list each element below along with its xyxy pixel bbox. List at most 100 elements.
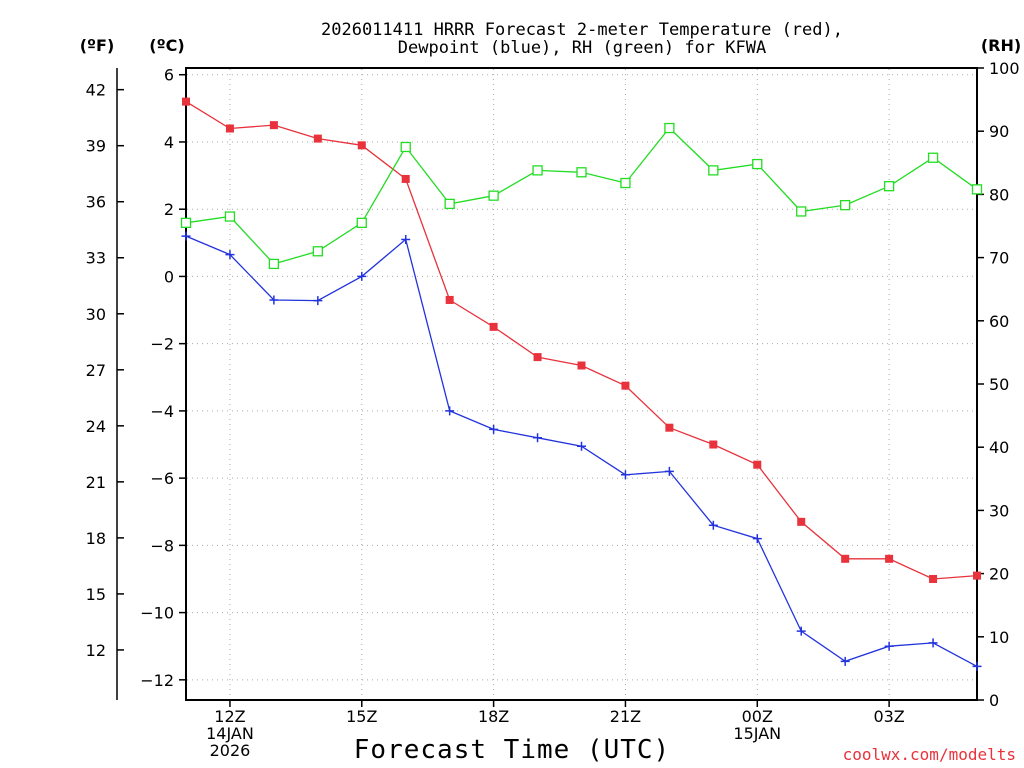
dewpoint-point bbox=[225, 250, 235, 260]
temperature-point bbox=[182, 97, 190, 106]
temperature-point bbox=[973, 571, 981, 580]
dewpoint-point bbox=[664, 466, 674, 476]
celsius-tick-label: −6 bbox=[150, 469, 174, 488]
temperature-point bbox=[709, 440, 718, 449]
fahrenheit-tick-label: 30 bbox=[86, 305, 106, 324]
rh-point bbox=[356, 217, 367, 228]
fahrenheit-unit-label: (ºF) bbox=[80, 36, 115, 55]
rh-tick-label: 100 bbox=[989, 59, 1020, 78]
fahrenheit-tick-label: 33 bbox=[86, 249, 106, 268]
celsius-axis: 6 4 2 0 −2 −4 −6 −8 −10 −12 bbox=[140, 66, 186, 690]
dewpoint-point bbox=[928, 638, 938, 648]
temperature-point bbox=[841, 554, 850, 563]
temperature-point bbox=[577, 361, 586, 370]
time-tick-label: 14JAN bbox=[206, 724, 254, 743]
credit-text: coolwx.com/modelts bbox=[843, 745, 1016, 764]
temperature-point bbox=[357, 141, 366, 150]
celsius-tick-label: −2 bbox=[150, 335, 174, 354]
dewpoint-point bbox=[401, 234, 411, 244]
rh-tick-label: 20 bbox=[989, 565, 1009, 584]
celsius-tick-label: −12 bbox=[140, 671, 174, 690]
dewpoint-point bbox=[445, 406, 455, 416]
rh-tick-label: 10 bbox=[989, 628, 1009, 647]
plot-frame bbox=[185, 67, 978, 701]
celsius-tick-label: 4 bbox=[164, 133, 174, 152]
rh-tick-label: 60 bbox=[989, 312, 1009, 331]
rh-tick-label: 40 bbox=[989, 438, 1009, 457]
time-tick-label: 18Z bbox=[478, 707, 509, 726]
dewpoint-point bbox=[269, 295, 279, 305]
temperature-point bbox=[269, 121, 278, 130]
temperature-point bbox=[797, 517, 806, 526]
rh-point bbox=[400, 141, 411, 153]
time-tick-label: 12Z bbox=[214, 707, 245, 726]
time-tick-label: 15Z bbox=[346, 707, 377, 726]
rh-tick-label: 0 bbox=[989, 691, 999, 710]
dewpoint-point bbox=[620, 470, 630, 480]
grid-lines bbox=[187, 69, 976, 699]
temperature-point bbox=[621, 381, 630, 390]
celsius-tick-label: −8 bbox=[150, 536, 174, 555]
rh-point bbox=[444, 198, 455, 210]
fahrenheit-tick-label: 18 bbox=[86, 529, 106, 548]
rh-point bbox=[312, 246, 323, 257]
fahrenheit-tick-label: 42 bbox=[86, 81, 106, 100]
temperature-point bbox=[445, 295, 454, 304]
rh-point bbox=[708, 165, 719, 176]
time-tick-label: 2026 bbox=[210, 741, 251, 760]
rh-point bbox=[796, 206, 807, 217]
temperature-point bbox=[533, 353, 542, 362]
rh-point bbox=[576, 167, 587, 178]
rh-tick-label: 70 bbox=[989, 249, 1009, 268]
dewpoint-point bbox=[708, 520, 718, 530]
rh-unit-label: (RH) bbox=[981, 36, 1021, 55]
celsius-unit-label: (ºC) bbox=[149, 36, 184, 55]
dewpoint-point bbox=[181, 231, 191, 241]
dewpoint-point bbox=[972, 661, 982, 671]
time-tick-label: 03Z bbox=[873, 707, 904, 726]
temperature-point bbox=[665, 423, 674, 432]
temperature-point bbox=[753, 460, 762, 469]
dewpoint-line bbox=[185, 235, 978, 667]
rh-point bbox=[224, 211, 236, 222]
temperature-point bbox=[929, 574, 938, 583]
temperature-point bbox=[313, 134, 322, 143]
temperature-point bbox=[489, 322, 498, 331]
rh-point bbox=[180, 217, 192, 228]
dewpoint-point bbox=[840, 656, 850, 666]
celsius-tick-label: 2 bbox=[164, 200, 174, 219]
chart-title-line1: 2026011411 HRRR Forecast 2-meter Tempera… bbox=[321, 20, 843, 40]
rh-tick-label: 30 bbox=[989, 501, 1009, 520]
x-axis-label: Forecast Time (UTC) bbox=[354, 735, 670, 765]
rh-tick-label: 50 bbox=[989, 375, 1009, 394]
temperature-point bbox=[401, 174, 410, 183]
time-tick-label: 15JAN bbox=[733, 724, 781, 743]
dewpoint-point bbox=[884, 641, 894, 651]
dewpoint-point bbox=[752, 534, 762, 544]
dewpoint-point bbox=[313, 296, 323, 306]
rh-point bbox=[927, 152, 939, 163]
fahrenheit-tick-label: 39 bbox=[86, 137, 106, 156]
dewpoint-point bbox=[796, 626, 806, 636]
rh-tick-label: 80 bbox=[989, 185, 1009, 204]
celsius-tick-label: 6 bbox=[164, 66, 174, 85]
rh-point bbox=[883, 181, 895, 192]
chart-title-line2: Dewpoint (blue), RH (green) for KFWA bbox=[398, 38, 766, 58]
dewpoint-point bbox=[489, 424, 499, 434]
series-layer bbox=[180, 97, 983, 671]
rh-point bbox=[664, 122, 675, 134]
rh-line bbox=[185, 127, 978, 265]
rh-tick-label: 90 bbox=[989, 122, 1009, 141]
time-tick-label: 00Z bbox=[742, 707, 773, 726]
dewpoint-point bbox=[577, 441, 586, 451]
temperature-point bbox=[885, 554, 894, 563]
celsius-tick-label: −10 bbox=[140, 604, 174, 623]
fahrenheit-tick-label: 21 bbox=[86, 473, 106, 492]
fahrenheit-tick-label: 24 bbox=[86, 417, 106, 436]
rh-point bbox=[752, 158, 763, 170]
dewpoint-point bbox=[357, 271, 367, 281]
rh-point bbox=[840, 199, 851, 211]
